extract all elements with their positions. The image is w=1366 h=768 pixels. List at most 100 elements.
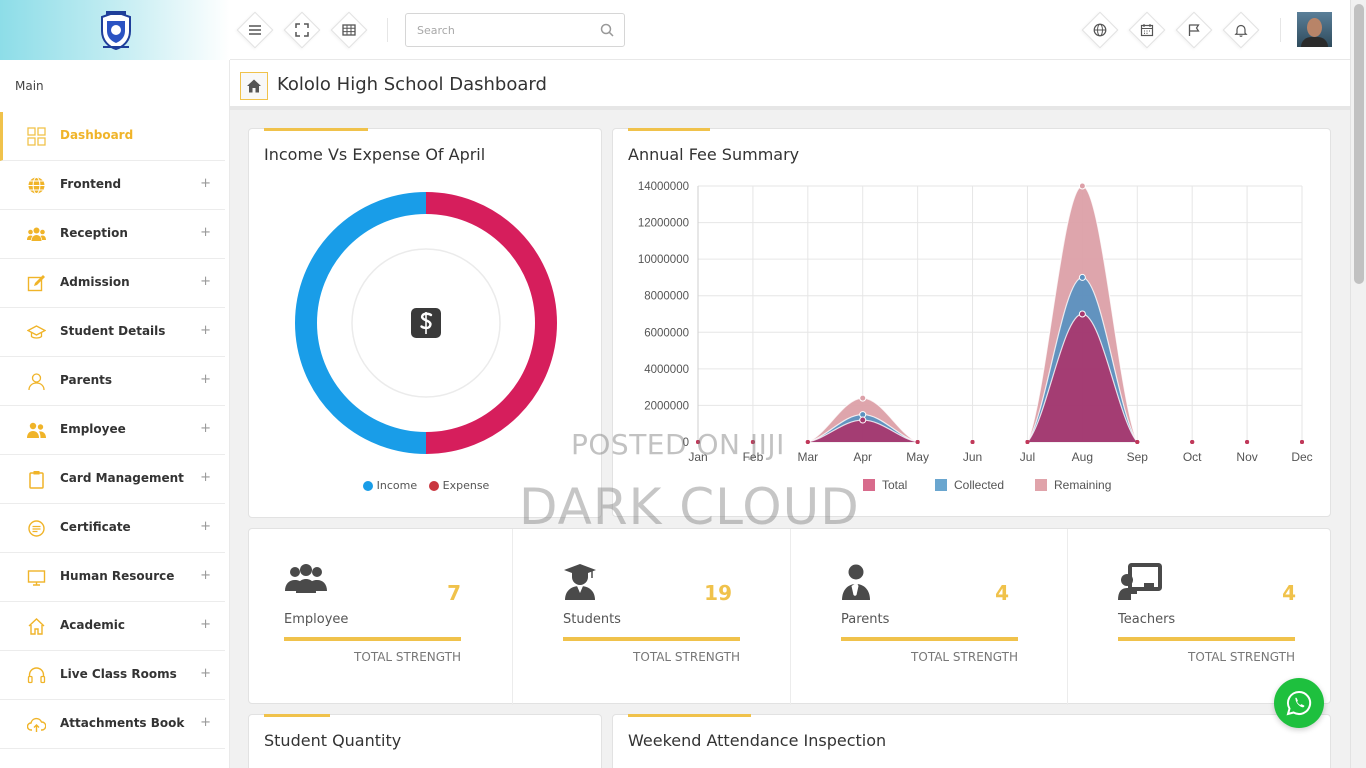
page-scrollbar[interactable] [1350, 0, 1366, 768]
grid-icon [342, 24, 356, 36]
legend-item-total[interactable]: Total [863, 478, 907, 492]
expand-icon[interactable]: + [200, 519, 211, 534]
expand-icon[interactable]: + [200, 666, 211, 681]
expand-icon[interactable]: + [200, 323, 211, 338]
x-tick-label: Nov [1236, 450, 1257, 464]
expand-icon[interactable]: + [200, 617, 211, 632]
data-point-total[interactable] [805, 440, 810, 444]
area-series-remaining[interactable] [698, 186, 1302, 442]
sidebar-item-attachments-book[interactable]: Attachments Book + [0, 700, 225, 749]
expand-icon[interactable]: + [200, 176, 211, 191]
expand-icon[interactable]: + [200, 421, 211, 436]
sidebar: Main Dashboard Frontend + Reception + Ad… [0, 60, 230, 768]
stat-label: Parents [841, 612, 890, 627]
calendar-button[interactable] [1128, 11, 1166, 49]
sidebar-item-label: Academic [60, 618, 125, 632]
page-header: Kololo High School Dashboard [230, 60, 1350, 110]
school-crest-logo[interactable] [98, 9, 134, 51]
stat-card-students[interactable]: 19 Students TOTAL STRENGTH [512, 529, 790, 705]
sidebar-item-reception[interactable]: Reception + [0, 210, 225, 259]
sidebar-item-card-management[interactable]: Card Management + [0, 455, 225, 504]
sidebar-item-human-resource[interactable]: Human Resource + [0, 553, 225, 602]
home-button[interactable] [240, 72, 268, 100]
expand-icon[interactable]: + [200, 225, 211, 240]
home-icon [22, 615, 52, 639]
search-input[interactable] [406, 14, 586, 46]
menu-toggle-button[interactable] [236, 11, 274, 49]
sidebar-item-student-details[interactable]: Student Details + [0, 308, 225, 357]
data-point-remaining[interactable] [859, 394, 867, 402]
legend-item-income[interactable]: Income [362, 479, 417, 492]
expand-icon[interactable]: + [200, 372, 211, 387]
sidebar-item-certificate[interactable]: Certificate + [0, 504, 225, 553]
top-bar [0, 0, 1350, 60]
sidebar-item-dashboard[interactable]: Dashboard [0, 112, 225, 161]
fullscreen-button[interactable] [283, 11, 321, 49]
notifications-button[interactable] [1222, 11, 1260, 49]
sidebar-item-admission[interactable]: Admission + [0, 259, 225, 308]
sidebar-item-frontend[interactable]: Frontend + [0, 161, 225, 210]
legend-item-remaining[interactable]: Remaining [1035, 478, 1111, 492]
sidebar-item-employee[interactable]: Employee + [0, 406, 225, 455]
search-icon[interactable] [600, 23, 614, 37]
expand-icon[interactable]: + [200, 470, 211, 485]
panel-accent [628, 714, 751, 717]
sidebar-item-label: Reception [60, 226, 128, 240]
x-tick-label: Jun [963, 450, 982, 464]
data-point-total[interactable] [750, 440, 755, 444]
donut-slice-income[interactable] [295, 192, 427, 454]
parent-icon [842, 564, 870, 600]
sidebar-item-label: Frontend [60, 177, 122, 191]
donut-slice-expense[interactable] [425, 192, 557, 454]
data-point-total[interactable] [1078, 310, 1086, 318]
data-point-total[interactable] [970, 440, 975, 444]
user-avatar[interactable] [1297, 12, 1332, 47]
data-point-total[interactable] [696, 440, 700, 444]
sidebar-item-parents[interactable]: Parents + [0, 357, 225, 406]
data-point-remaining[interactable] [1078, 182, 1086, 190]
area-series-total[interactable] [698, 314, 1302, 442]
data-point-collected[interactable] [1078, 273, 1086, 281]
expand-icon[interactable]: + [200, 274, 211, 289]
legend-label: Expense [442, 479, 490, 492]
toolbar-divider [1280, 18, 1281, 42]
legend-item-collected[interactable]: Collected [935, 478, 1004, 492]
stat-card-employee[interactable]: 7 Employee TOTAL STRENGTH [249, 529, 519, 705]
data-point-total[interactable] [1300, 440, 1304, 444]
stat-card-teachers[interactable]: 4 Teachers TOTAL STRENGTH [1067, 529, 1331, 705]
expand-icon[interactable]: + [200, 715, 211, 730]
fullscreen-icon [295, 23, 309, 37]
data-point-total[interactable] [915, 440, 920, 444]
monitor-icon [22, 566, 52, 590]
globe-icon [22, 174, 52, 198]
data-point-total[interactable] [1135, 440, 1140, 444]
stats-panel: 7 Employee TOTAL STRENGTH 19 Students TO… [248, 528, 1331, 705]
sidebar-section-label: Main [15, 79, 44, 93]
panel-accent [628, 128, 710, 131]
grid-button[interactable] [330, 11, 368, 49]
stat-footer: TOTAL STRENGTH [633, 650, 740, 664]
expand-icon[interactable]: + [200, 568, 211, 583]
data-point-total[interactable] [1245, 440, 1250, 444]
sidebar-item-live-class-rooms[interactable]: Live Class Rooms + [0, 651, 225, 700]
scrollbar-thumb[interactable] [1354, 4, 1364, 284]
y-tick-label: 8000000 [644, 291, 689, 303]
panel-accent [264, 714, 330, 717]
certificate-icon [22, 517, 52, 541]
watermark-line-1: POSTED ON JIJI [571, 428, 785, 461]
sidebar-item-label: Human Resource [60, 569, 175, 583]
stat-value: 7 [447, 581, 461, 605]
stat-card-parents[interactable]: 4 Parents TOTAL STRENGTH [790, 529, 1067, 705]
flag-button[interactable] [1175, 11, 1213, 49]
whatsapp-chat-button[interactable] [1274, 678, 1324, 728]
panel-accent [264, 128, 368, 131]
area-series-collected[interactable] [698, 277, 1302, 442]
toolbar-divider [387, 18, 388, 42]
legend-item-expense[interactable]: Expense [428, 479, 490, 492]
x-tick-label: Aug [1072, 450, 1093, 464]
language-button[interactable] [1081, 11, 1119, 49]
data-point-total[interactable] [1025, 440, 1030, 444]
data-point-total[interactable] [859, 416, 867, 424]
sidebar-item-academic[interactable]: Academic + [0, 602, 225, 651]
data-point-total[interactable] [1190, 440, 1195, 444]
